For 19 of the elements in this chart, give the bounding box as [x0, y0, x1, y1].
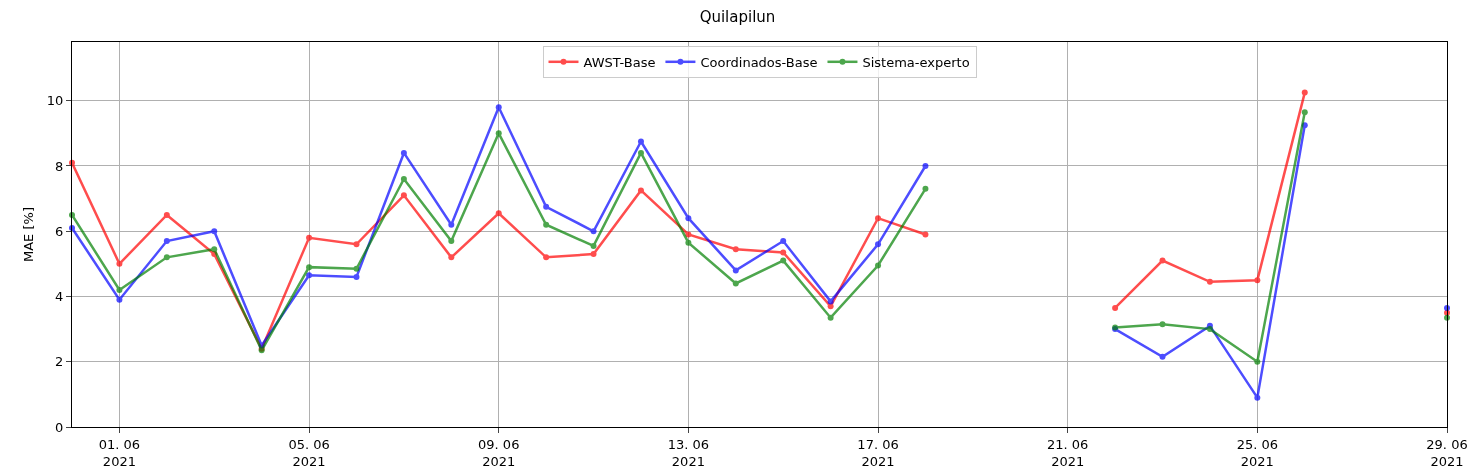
x-tick-label: 13. 06 2021: [667, 436, 710, 469]
x-tick-label: 01. 06 2021: [98, 436, 141, 469]
y-tick-label: 10: [46, 93, 64, 109]
x-tick-label: 17. 06 2021: [857, 436, 899, 469]
x-tick-label: 05. 06 2021: [288, 436, 330, 469]
legend-label: Sistema-experto: [862, 54, 970, 70]
y-tick-label: 4: [55, 289, 64, 305]
x-tick-label: 21. 06 2021: [1047, 436, 1089, 469]
y-axis-title: MAE [%]: [20, 207, 36, 262]
x-tick-label: 25. 06 2021: [1236, 436, 1279, 469]
legend-label: Coordinados-Base: [700, 54, 818, 70]
y-tick-label: 2: [55, 354, 64, 370]
x-tick-label: 29. 06 2021: [1426, 436, 1468, 469]
y-tick-label: 0: [55, 419, 64, 435]
y-tick-label: 8: [55, 158, 64, 174]
x-tick-label: 09. 06 2021: [478, 436, 520, 469]
chart-title: Quilapilun: [699, 8, 776, 27]
legend-label: AWST-Base: [583, 54, 656, 70]
y-tick-label: 6: [55, 223, 64, 239]
